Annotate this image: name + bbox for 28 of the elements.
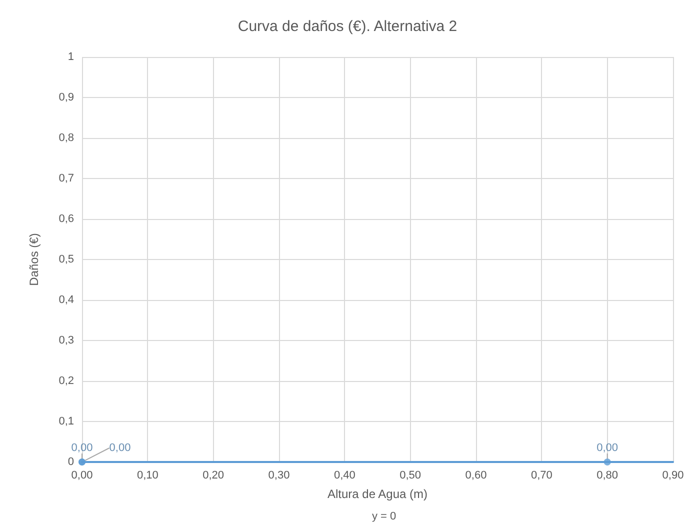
y-tick-label: 0,1	[58, 416, 74, 428]
x-tick-label: 0,20	[202, 470, 224, 482]
x-axis-title: Altura de Agua (m)	[327, 487, 428, 501]
y-tick-label: 0,6	[58, 213, 74, 225]
x-tick-label: 0,90	[662, 470, 684, 482]
chart-title: Curva de daños (€). Alternativa 2	[238, 18, 458, 35]
y-tick-label: 0,9	[58, 92, 74, 104]
y-tick-label: 0,4	[58, 294, 74, 306]
x-tick-label: 0,60	[465, 470, 487, 482]
text: y = 0	[372, 510, 396, 522]
x-tick-label: 0,70	[530, 470, 552, 482]
x-tick-label: 0,40	[334, 470, 356, 482]
data-label: 0,00	[109, 442, 131, 454]
x-tick-label: 0,50	[400, 470, 422, 482]
x-tick-label: 0,00	[71, 470, 93, 482]
y-tick-label: 0,2	[58, 375, 74, 387]
y-tick-label: 0,7	[58, 172, 74, 184]
y-tick-label: 0,8	[58, 132, 74, 144]
data-label: 0,00	[71, 442, 93, 454]
data-label: 0,00	[596, 442, 618, 454]
y-tick-label: 0,5	[58, 254, 74, 266]
y-tick-label: 0,3	[58, 334, 74, 346]
x-tick-label: 0,10	[136, 470, 158, 482]
x-tick-label: 0,80	[596, 470, 618, 482]
y-tick-label: 0	[68, 456, 74, 468]
x-tick-label: 0,30	[268, 470, 290, 482]
y-axis-title: Daños (€)	[27, 233, 41, 286]
y-tick-label: 1	[68, 51, 74, 63]
